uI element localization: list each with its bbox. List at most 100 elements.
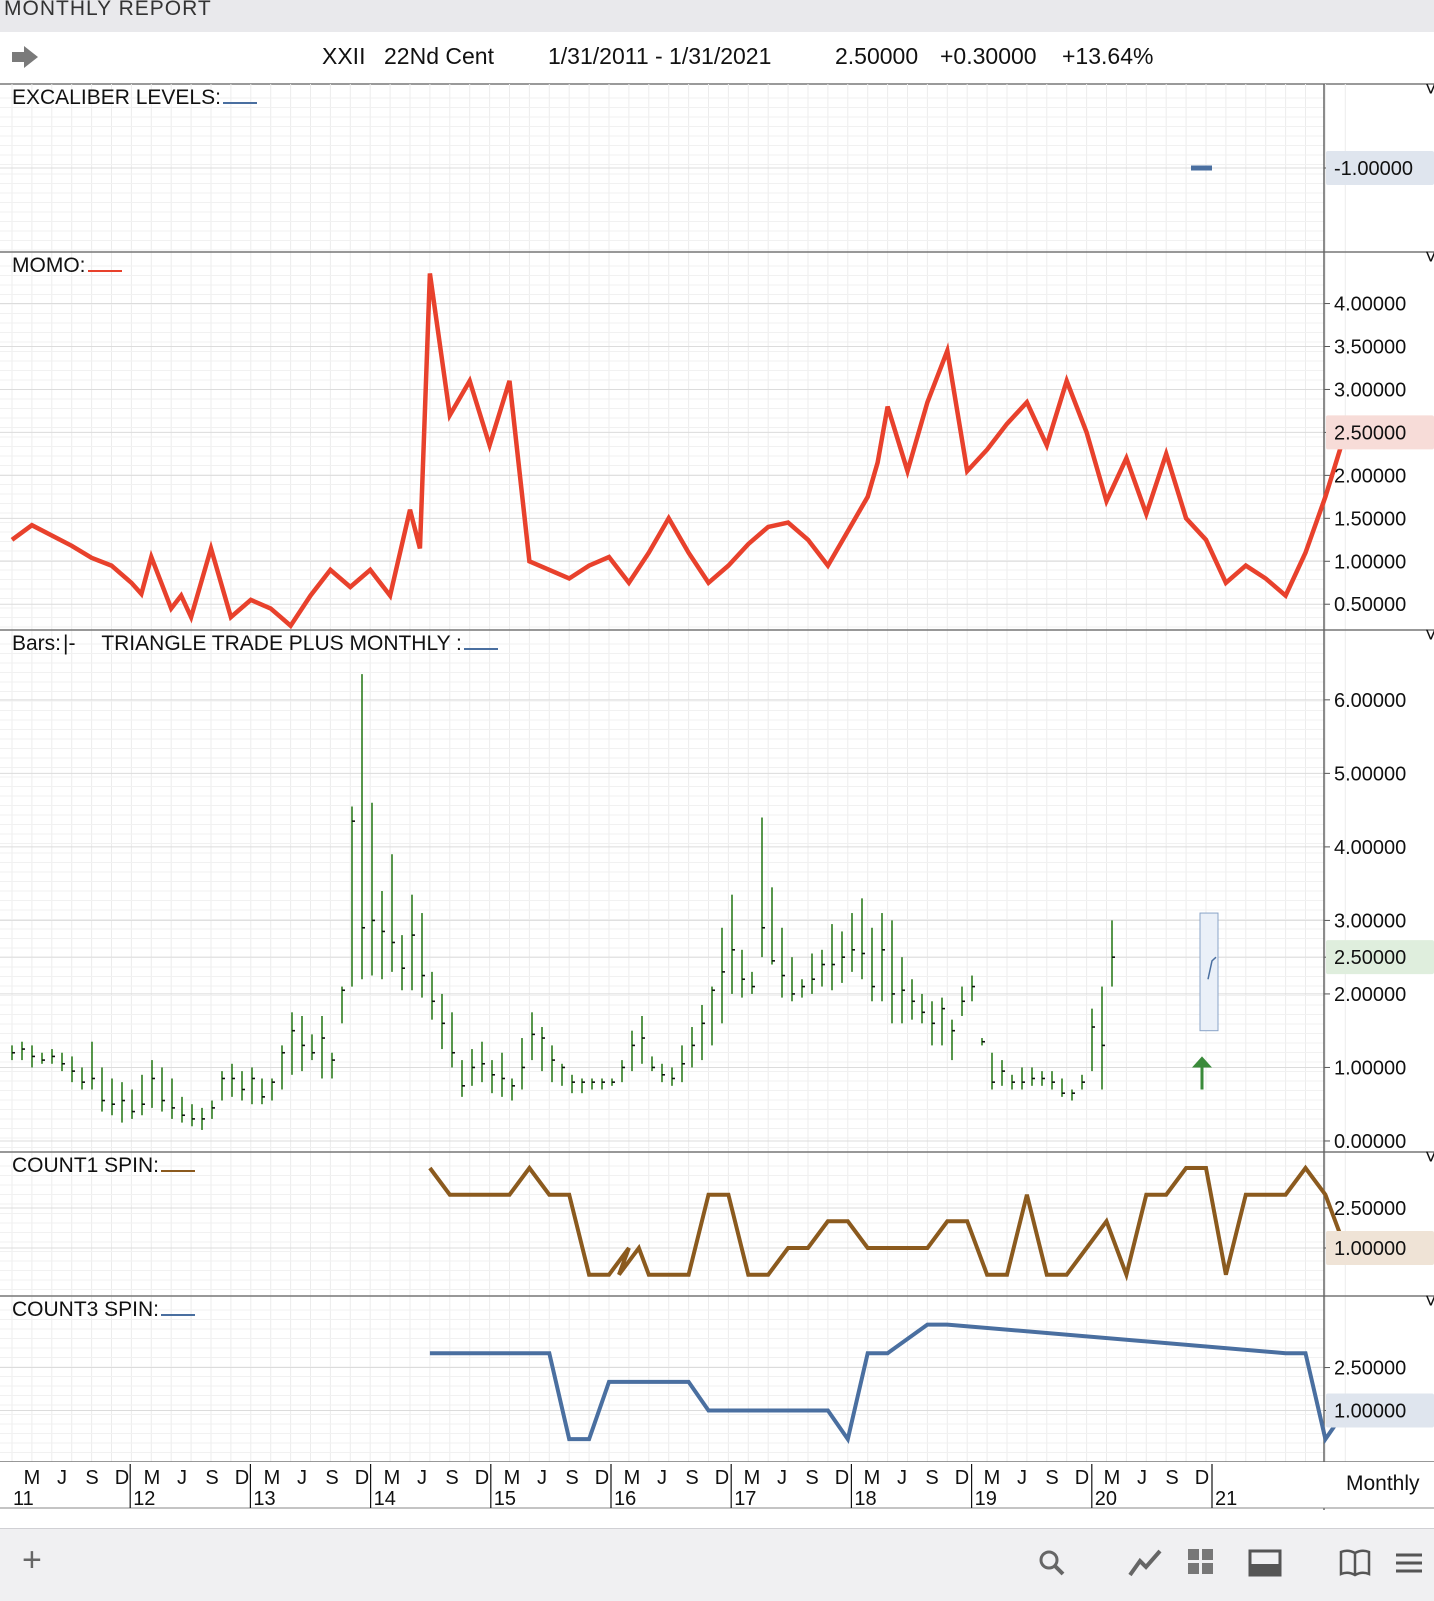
momo-line [10, 273, 1348, 630]
x-year-label: 21 [1215, 1488, 1237, 1510]
excaliber-last-label: -1.00000 [1334, 158, 1413, 180]
window-title: MONTHLY REPORT [4, 0, 212, 20]
x-month-label: D [595, 1467, 609, 1489]
x-year-label: 15 [494, 1488, 516, 1510]
x-month-label: D [1195, 1467, 1209, 1489]
count3-last-label: 1.00000 [1334, 1400, 1406, 1422]
grid-icon[interactable] [1186, 1547, 1216, 1577]
x-year-label: 11 [13, 1488, 34, 1510]
x-month-label: D [475, 1467, 489, 1489]
search-icon[interactable] [1038, 1549, 1066, 1577]
bars-label: Bars:|- TRIANGLE TRADE PLUS MONTHLY : [12, 632, 498, 656]
momo-last-label-bg [1326, 415, 1434, 450]
x-year-label: 17 [734, 1488, 756, 1510]
x-month-label: M [264, 1467, 281, 1489]
y-tick-label: 2.50000 [1334, 1358, 1406, 1380]
line-chart-icon[interactable] [1128, 1547, 1162, 1579]
y-tick-label: 2.00000 [1334, 465, 1406, 487]
momo-label: MOMO: [12, 254, 122, 278]
quote-header: XXII 22Nd Cent 1/31/2011 - 1/31/2021 2.5… [0, 32, 1434, 85]
y-tick-label: 1.00000 [1334, 551, 1406, 573]
x-year-label: 20 [1095, 1488, 1117, 1510]
chart-area[interactable]: -1.00000 ˅ 4.00000 3.50000 3.00000 2.50000 2.0… [0, 84, 1434, 1528]
x-year-label: 12 [133, 1488, 155, 1510]
momo-last-label: 2.50000 [1334, 422, 1406, 444]
count1-last-label: 1.00000 [1334, 1238, 1406, 1260]
study-label: TRIANGLE TRADE PLUS MONTHLY : [101, 632, 462, 655]
x-month-label: D [835, 1467, 849, 1489]
book-icon[interactable] [1338, 1547, 1372, 1577]
x-month-label: M [864, 1467, 881, 1489]
x-month-label: D [355, 1467, 369, 1489]
y-tick-label: 3.50000 [1334, 337, 1406, 359]
up-arrow-icon [1192, 1056, 1212, 1068]
bars-style: |- [63, 632, 76, 655]
count1-line [428, 1164, 1348, 1282]
x-month-label: S [205, 1467, 218, 1489]
x-month-label: M [624, 1467, 641, 1489]
panel-corner-mark: ˅ [1425, 84, 1434, 101]
y-tick-label: 0.50000 [1334, 594, 1406, 616]
x-month-label: J [57, 1467, 67, 1489]
excaliber-last-label-bg [1326, 151, 1434, 185]
y-tick-label: 1.50000 [1334, 508, 1406, 530]
y-tick-label: 4.00000 [1334, 837, 1406, 859]
panel-corner-mark: ˅ [1425, 247, 1434, 269]
price-change: +0.30000 [940, 43, 1037, 69]
y-tick-label: 3.00000 [1334, 910, 1406, 932]
x-month-label: S [1045, 1467, 1058, 1489]
window-titlebar: MONTHLY REPORT [0, 0, 1434, 33]
x-month-label: M [504, 1467, 521, 1489]
x-month-label: S [565, 1467, 578, 1489]
x-month-label: S [925, 1467, 938, 1489]
x-month-label: J [297, 1467, 307, 1489]
panel-corner-mark: ˅ [1425, 1147, 1434, 1169]
y-tick-label: 3.00000 [1334, 379, 1406, 401]
y-tick-label: 5.00000 [1334, 763, 1406, 785]
bottom-toolbar: + [0, 1528, 1434, 1601]
y-tick-label: 0.00000 [1334, 1131, 1406, 1153]
count1-last-label-bg [1326, 1231, 1434, 1265]
y-tick-label: 6.00000 [1334, 690, 1406, 712]
y-tick-label: 4.00000 [1334, 294, 1406, 316]
x-year-label: 19 [975, 1488, 997, 1510]
x-month-label: M [24, 1467, 41, 1489]
panel-corner-mark: ˅ [1425, 1291, 1434, 1313]
period-label[interactable]: Monthly [1346, 1472, 1420, 1495]
y-tick-label: 2.00000 [1334, 984, 1406, 1006]
x-year-label: 18 [854, 1488, 876, 1510]
x-month-label: D [955, 1467, 969, 1489]
x-month-label: J [417, 1467, 427, 1489]
x-month-label: J [537, 1467, 547, 1489]
add-icon[interactable]: + [22, 1541, 42, 1579]
count1-label: COUNT1 SPIN: [12, 1154, 196, 1178]
count3-last-label-bg [1326, 1393, 1434, 1428]
x-year-label: 16 [614, 1488, 636, 1510]
last-price: 2.50000 [835, 43, 919, 69]
x-month-label: D [715, 1467, 729, 1489]
date-range: 1/31/2011 - 1/31/2021 [548, 43, 772, 69]
panel-corner-mark: ˅ [1425, 625, 1434, 647]
x-year-label: 14 [374, 1488, 396, 1510]
bars-last-label: 2.50000 [1334, 947, 1406, 969]
x-month-label: D [1075, 1467, 1089, 1489]
x-month-label: M [984, 1467, 1001, 1489]
menu-icon[interactable] [1394, 1551, 1424, 1575]
x-month-label: S [85, 1467, 98, 1489]
x-month-label: D [235, 1467, 249, 1489]
price-change-pct: +13.64% [1062, 43, 1154, 69]
x-month-label: M [744, 1467, 761, 1489]
x-month-label: S [805, 1467, 818, 1489]
x-month-label: M [384, 1467, 401, 1489]
x-axis-bg [0, 1462, 1434, 1508]
x-month-label: J [1017, 1467, 1027, 1489]
panel-layout-icon[interactable] [1248, 1549, 1282, 1577]
x-month-label: S [325, 1467, 338, 1489]
triangle-trade-line [1207, 956, 1217, 980]
y-tick-label: 1.00000 [1334, 1057, 1406, 1079]
x-month-label: S [445, 1467, 458, 1489]
x-month-label: S [685, 1467, 698, 1489]
arrow-right-icon[interactable] [10, 44, 40, 70]
x-month-label: J [177, 1467, 187, 1489]
x-month-label: J [1137, 1467, 1147, 1489]
